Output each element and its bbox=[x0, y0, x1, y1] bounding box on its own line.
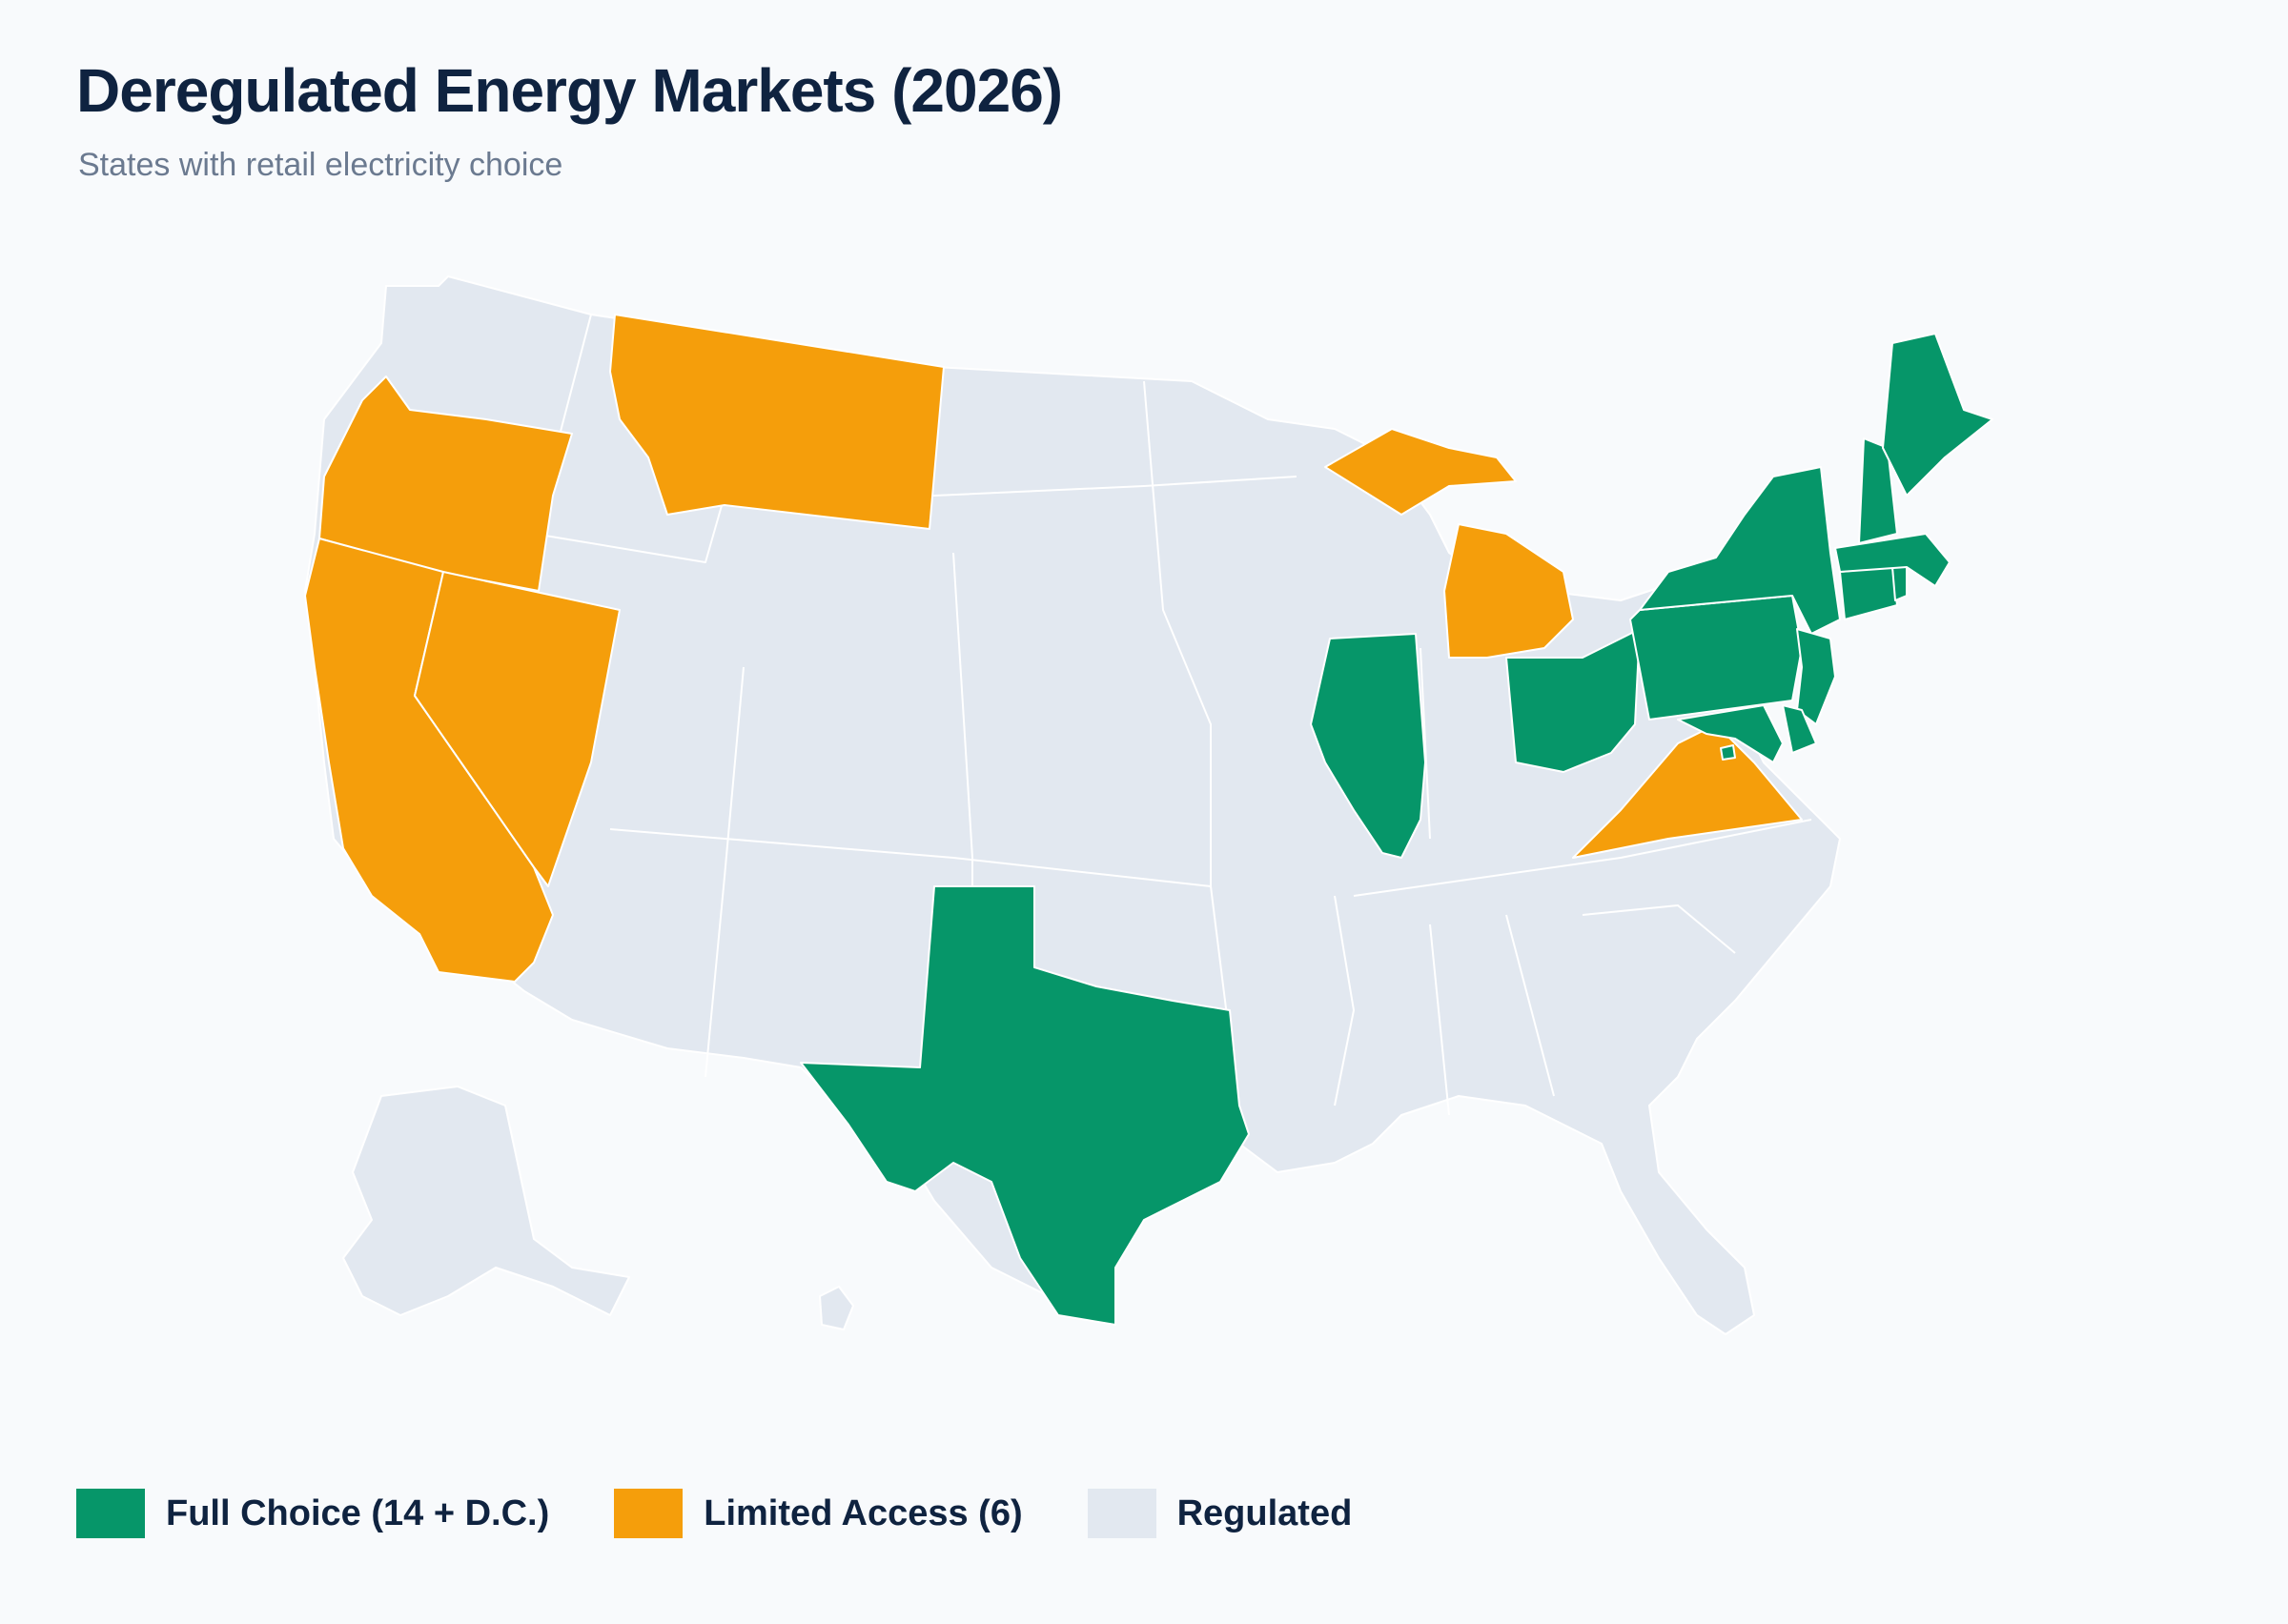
state-ohio bbox=[1505, 628, 1641, 773]
hawaii bbox=[819, 1286, 854, 1330]
legend-item-limited-access: Limited Access (6) bbox=[614, 1489, 1023, 1538]
legend-swatch-regulated bbox=[1087, 1489, 1156, 1538]
state-dc-area bbox=[1720, 744, 1736, 761]
state-connecticut bbox=[1839, 566, 1898, 620]
legend-item-regulated: Regulated bbox=[1087, 1489, 1353, 1538]
state-nevada bbox=[414, 571, 621, 887]
legend: Full Choice (14 + D.C.) Limited Access (… bbox=[76, 1489, 1417, 1538]
state-new-jersey bbox=[1796, 628, 1836, 725]
regulated-landmass bbox=[304, 275, 1841, 1335]
state-new-hampshire bbox=[1858, 437, 1898, 544]
state-montana bbox=[609, 314, 945, 530]
state-maryland bbox=[1677, 704, 1784, 763]
alaska bbox=[342, 1086, 630, 1316]
legend-label-regulated: Regulated bbox=[1176, 1492, 1353, 1533]
state-oregon bbox=[318, 376, 573, 592]
state-pennsylvania bbox=[1629, 595, 1803, 721]
legend-item-full-choice: Full Choice (14 + D.C.) bbox=[76, 1489, 549, 1538]
state-delaware bbox=[1782, 704, 1817, 754]
legend-label-full-choice: Full Choice (14 + D.C.) bbox=[166, 1492, 550, 1533]
legend-swatch-full-choice bbox=[76, 1489, 145, 1538]
state-maine bbox=[1882, 333, 1993, 497]
legend-swatch-limited-access bbox=[614, 1489, 684, 1538]
state-illinois bbox=[1310, 633, 1426, 859]
state-michigan-upper bbox=[1324, 428, 1517, 516]
state-new-york bbox=[1639, 466, 1841, 635]
state-rhode-island bbox=[1891, 566, 1908, 601]
state-virginia bbox=[1572, 723, 1803, 859]
legend-label-limited-access: Limited Access (6) bbox=[704, 1492, 1023, 1533]
state-michigan-lower bbox=[1443, 523, 1574, 659]
map-title: Deregulated Energy Markets (2026) bbox=[76, 56, 1063, 125]
state-massachusetts bbox=[1834, 533, 1951, 587]
state-texas bbox=[800, 885, 1250, 1326]
map-subtitle: States with retail electricity choice bbox=[78, 147, 563, 183]
